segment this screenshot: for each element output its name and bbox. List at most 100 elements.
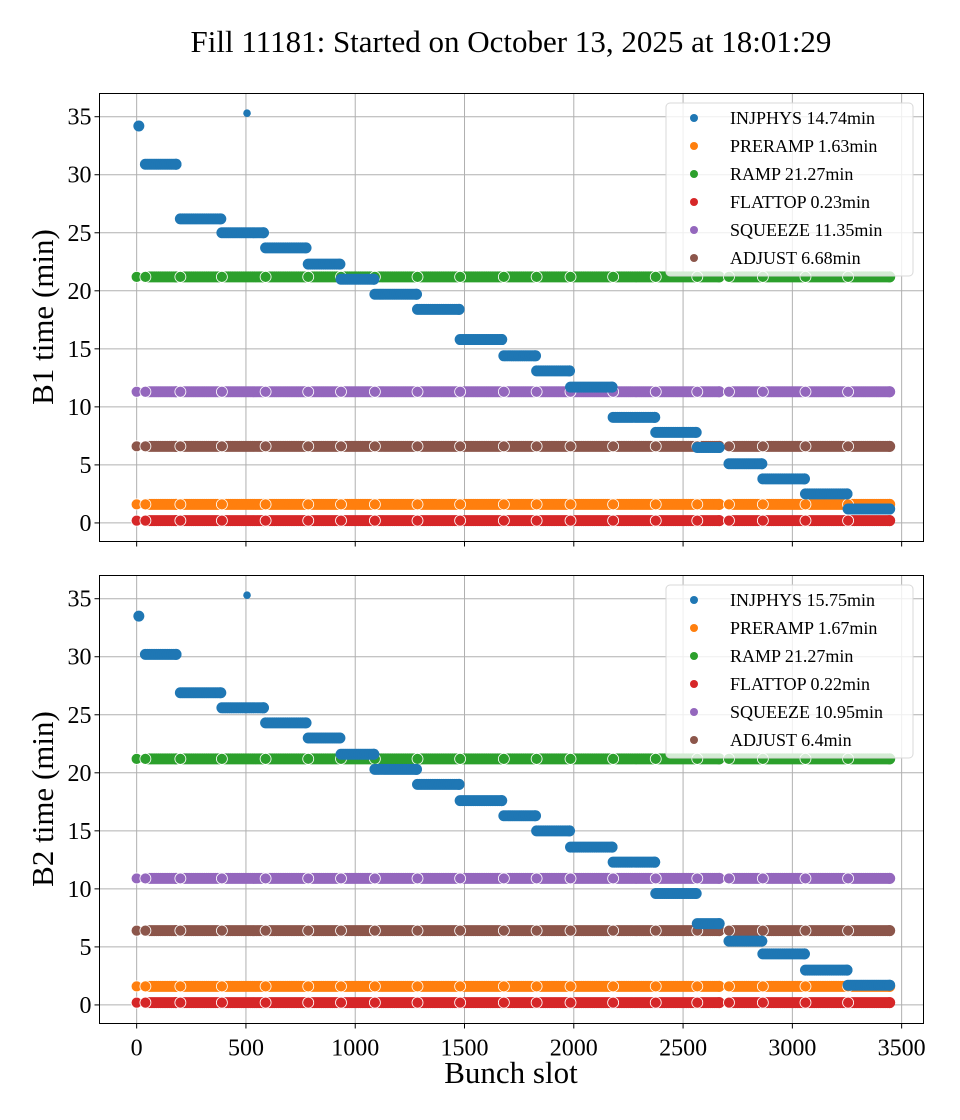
flattop-point [215,996,228,1009]
injphys-segment [842,503,896,515]
injphys-segment [260,717,312,729]
squeeze-segment [691,385,725,398]
flattop-point [713,515,725,527]
injphys-segment [174,687,227,699]
flattop-point [723,514,735,527]
injphys-segment [799,964,853,976]
preramp-point [368,498,381,511]
preramp-segment [691,498,725,511]
preramp-point [335,980,347,993]
ramp-point [215,270,228,283]
flattop-point [649,996,662,1009]
injphys-point [334,258,346,270]
injphys-point [563,365,575,377]
injphys-point [410,763,422,775]
flattop-point [607,996,620,1009]
y-tick-label: 5 [80,453,92,479]
y-tick-label: 20 [68,761,92,787]
b2-xticks: 0 500 1000 1500 2000 2500 3000 3500 [131,1023,926,1062]
squeeze-point [139,872,152,885]
flattop-point [884,515,896,527]
injphys-segment [139,648,182,660]
preramp-point [411,498,424,511]
injphys-point [170,158,182,170]
flattop-point [799,514,812,527]
flattop-point [174,996,187,1009]
x-tick-label: 0 [131,1036,143,1062]
squeeze-point [884,872,896,884]
adjust-segment [842,924,896,937]
legend-label: INJPHYS 14.74min [730,108,875,128]
squeeze-segment [130,872,143,885]
injphys-segment [531,365,575,377]
flattop-point [723,996,735,1009]
injphys-point [606,841,618,853]
ramp-point [139,270,152,283]
adjust-point [530,440,543,453]
injphys-point [368,748,380,760]
flattop-point [259,996,272,1009]
series-ramp [130,270,896,283]
legend-marker [690,142,698,150]
legend-label: PRERAMP 1.67min [730,618,877,638]
injphys-segment [216,227,269,239]
flattop-point [259,514,272,527]
legend-marker [690,680,698,688]
y-tick-label: 35 [68,105,92,131]
preramp-point [530,980,543,993]
legend-item-ramp: RAMP 21.27min [690,164,853,184]
ramp-point [259,752,272,765]
ramp-segment [607,752,661,765]
b1-data [130,109,896,527]
legend-item-squeeze: SQUEEZE 11.35min [690,220,882,240]
squeeze-point [411,385,424,398]
adjust-point [842,924,854,937]
y-tick-label: 30 [68,645,92,671]
injphys-point [300,242,312,254]
ramp-point [174,270,187,283]
adjust-segment [756,440,810,453]
flattop-segment [691,996,725,1009]
preramp-point [302,980,315,993]
preramp-point [713,980,725,992]
flattop-point [530,996,543,1009]
preramp-point [215,498,228,511]
squeeze-point [497,872,510,885]
injphys-segment [531,825,575,837]
flattop-point [139,514,152,527]
flattop-point [335,996,347,1009]
squeeze-segment [259,872,312,885]
preramp-point [174,980,187,993]
legend-label: INJPHYS 15.75min [730,590,875,610]
injphys-segment [412,303,465,315]
flattop-point [842,514,854,527]
injphys-point [496,334,508,346]
y-tick-label: 15 [68,337,92,363]
adjust-segment [564,440,618,453]
ramp-point [649,752,662,765]
y-tick-label: 20 [68,279,92,305]
squeeze-segment [454,385,508,398]
injphys-point [756,935,768,947]
ramp-segment [215,752,269,765]
ramp-point [649,270,662,283]
adjust-segment [842,440,896,453]
injphys-point [884,979,896,991]
legend-label: ADJUST 6.4min [730,730,852,750]
preramp-point [411,980,424,993]
injphys-point [841,964,853,976]
ramp-segment [130,752,143,765]
adjust-point [564,440,577,453]
y-tick-label: 0 [80,511,92,537]
ramp-point [259,270,272,283]
adjust-segment [130,440,143,453]
adjust-segment [174,924,227,937]
preramp-point [723,498,735,511]
adjust-segment [259,440,312,453]
adjust-point [454,924,467,937]
flattop-point [756,514,769,527]
adjust-point [649,924,662,937]
squeeze-point [799,872,812,885]
